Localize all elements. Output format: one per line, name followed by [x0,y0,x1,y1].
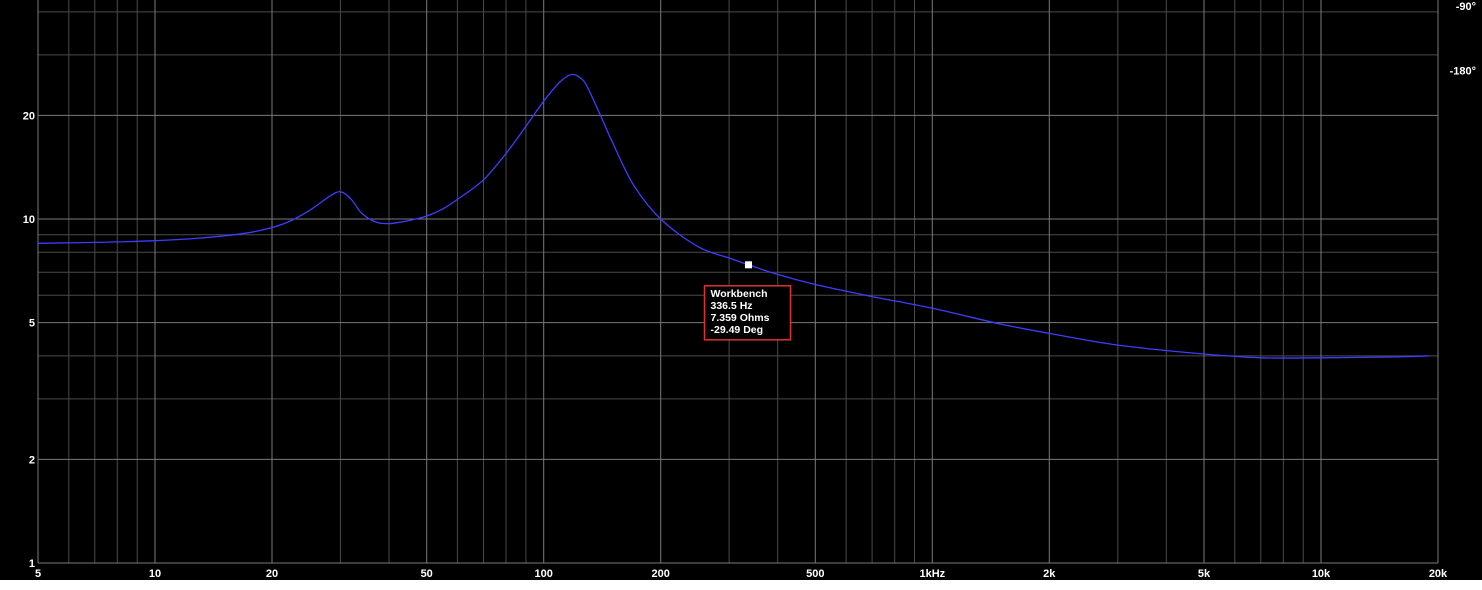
grid-minor [38,0,1438,563]
series-layer [37,73,1430,359]
x-tick-label: 50 [421,568,433,580]
cursor-marker[interactable] [745,261,752,269]
x-tick-label: 10 [149,568,161,580]
tick-layer: 5 10 20 50 100 200 500 1kHz 2k 5k 10k 20k 1 2 5 10 20 -90… [23,1,1476,580]
tooltip-box: Workbench 336.5 Hz 7.359 Ohms -29.49 Deg [703,285,792,341]
tooltip-frequency: 336.5 Hz [711,300,753,312]
y2-tick-label: -90° [1456,1,1476,13]
x-tick-label: 1kHz [919,568,945,580]
x-tick-label: 10k [1312,568,1331,580]
x-tick-label: 200 [652,568,670,580]
cursor-layer: Workbench 336.5 Hz 7.359 Ohms -29.49 Deg [703,261,792,341]
y-tick-label: 10 [23,214,35,226]
x-tick-label: 500 [806,568,824,580]
x-tick-label: 5 [35,568,41,580]
x-tick-label: 20k [1429,568,1448,580]
tooltip-impedance: 7.359 Ohms [711,312,770,324]
tooltip-phase: -29.49 Deg [711,324,764,336]
y-tick-label: 20 [23,110,35,122]
y2-tick-label: -180° [1450,66,1476,78]
y-tick-label: 1 [29,558,35,570]
x-tick-label: 2k [1043,568,1056,580]
x-tick-label: 100 [535,568,553,580]
x-tick-label: 5k [1198,568,1211,580]
tooltip-background [703,285,792,341]
impedance-curve [37,73,1430,359]
y-tick-label: 2 [29,454,35,466]
tooltip-source: Workbench [711,288,768,300]
y-tick-label: 5 [29,318,35,330]
x-tick-label: 20 [266,568,278,580]
